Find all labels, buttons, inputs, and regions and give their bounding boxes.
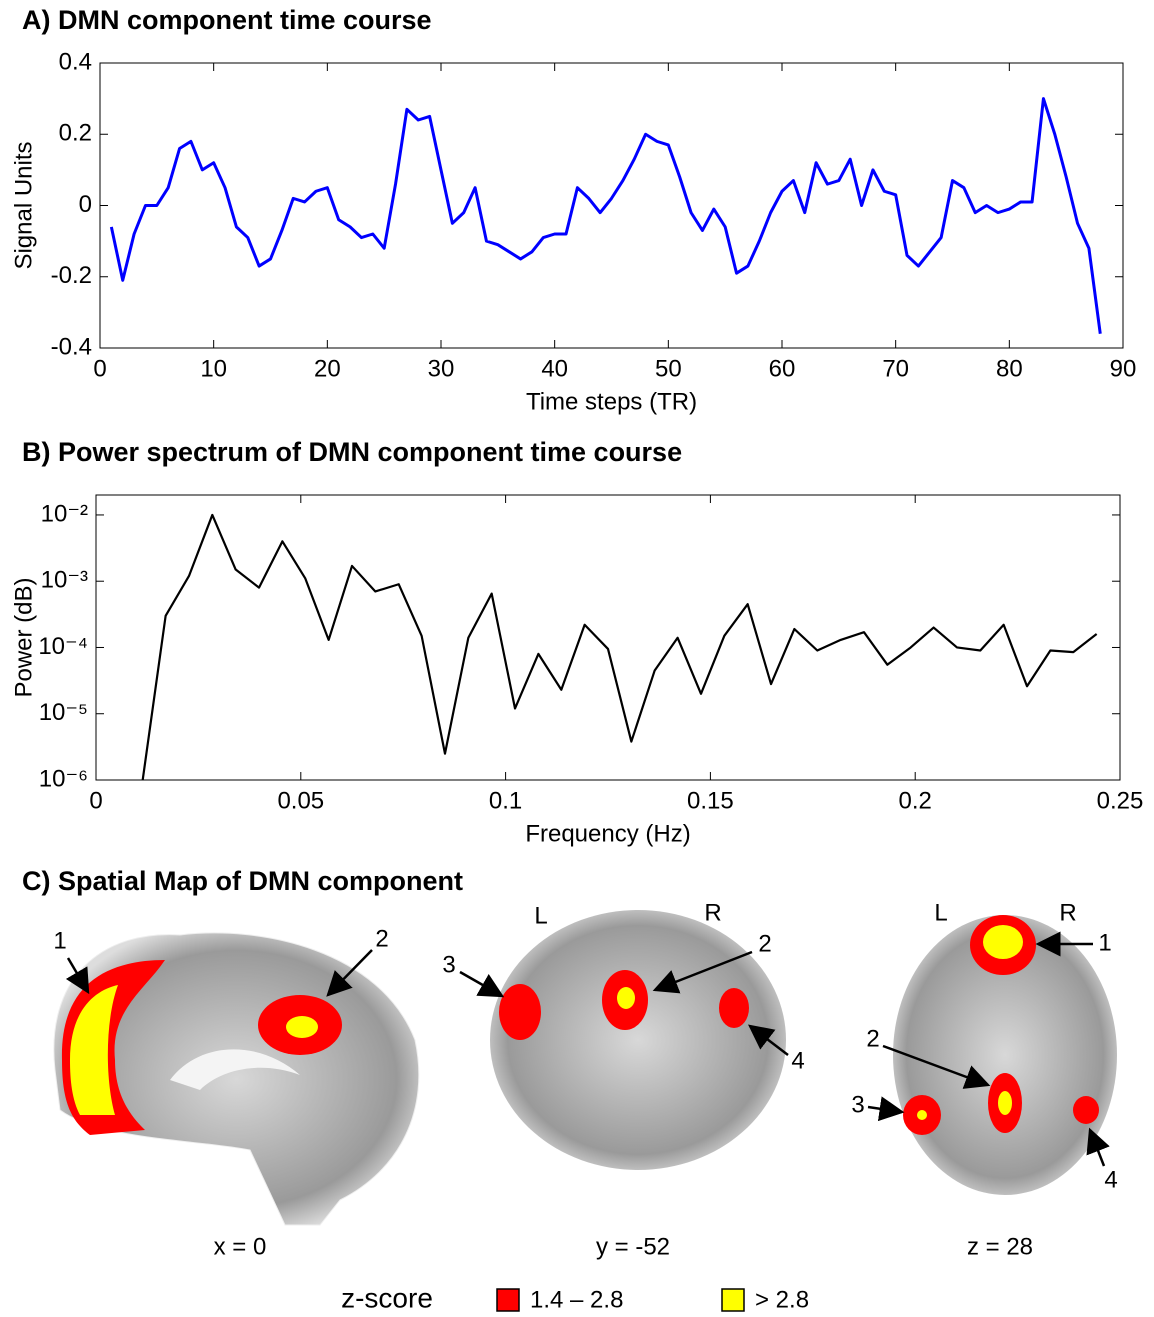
hemisphere-label: L [934,899,947,926]
x-axis-label: Frequency (Hz) [525,820,690,847]
y-tick-label: 0.4 [59,48,92,75]
region-label: 1 [1098,929,1111,956]
arrow [460,972,502,996]
x-tick-label: 20 [314,355,341,382]
y-tick-label: -0.2 [51,262,92,289]
hemisphere-label: R [704,899,721,926]
region-label: 4 [791,1047,804,1074]
region-label: 3 [851,1091,864,1118]
hemisphere-label: R [1059,899,1076,926]
x-tick-label: 0.2 [899,787,932,814]
plot-frame [100,63,1123,348]
x-tick-label: 0.1 [489,787,522,814]
region-label: 4 [1104,1166,1117,1193]
x-tick-label: 30 [428,355,455,382]
y-tick-label: -0.4 [51,333,92,360]
activation-2-peak [286,1016,318,1038]
activation-4 [719,988,749,1028]
x-tick-label: 0.25 [1097,787,1144,814]
chart-title: B) Power spectrum of DMN component time … [22,437,682,467]
y-tick-label: 10⁻⁵ [39,699,88,726]
y-tick-label: 10⁻³ [41,567,88,594]
region-label: 3 [442,951,455,978]
figure: C) Spatial Map of DMN component 1 2 x = … [0,0,1154,1317]
brain-coronal [490,910,786,1170]
y-tick-label: 10⁻² [41,500,88,527]
chart-title: A) DMN component time course [22,5,432,35]
y-axis-label: Signal Units [10,141,37,269]
x-tick-label: 50 [655,355,682,382]
activation-1-peak [983,925,1023,959]
y-tick-label: 10⁻⁴ [38,633,88,660]
y-tick-label: 10⁻⁶ [39,765,88,792]
legend-title: z-score [341,1282,433,1313]
y-tick-label: 0 [79,191,92,218]
slice-coordinate: z = 28 [967,1233,1033,1260]
activation-3-peak [917,1110,927,1120]
x-tick-label: 0.05 [277,787,324,814]
x-tick-label: 40 [541,355,568,382]
hemisphere-label: L [534,902,547,929]
slice-coordinate: x = 0 [214,1233,267,1260]
y-axis-label: Power (dB) [10,577,37,697]
x-tick-label: 0 [93,355,106,382]
activation-2-peak [617,987,635,1009]
region-label: 2 [375,925,388,952]
x-tick-label: 70 [882,355,909,382]
activation-4 [1073,1096,1099,1124]
arrow [1090,1130,1104,1166]
region-label: 2 [866,1025,879,1052]
slice-coordinate: y = -52 [596,1233,670,1260]
x-tick-label: 10 [200,355,227,382]
x-tick-label: 80 [996,355,1023,382]
legend: 1.4 – 2.8 > 2.8 [497,1286,809,1313]
legend-label: 1.4 – 2.8 [530,1286,623,1313]
arrow [868,1107,902,1112]
legend-label: > 2.8 [755,1286,809,1313]
region-label: 1 [53,927,66,954]
x-tick-label: 0.15 [687,787,734,814]
x-tick-label: 0 [89,787,102,814]
activation-3 [499,984,541,1040]
plot-frame [96,495,1120,780]
y-tick-label: 0.2 [59,120,92,147]
panel-c: C) Spatial Map of DMN component 1 2 x = … [22,866,1118,1313]
region-label: 2 [758,930,771,957]
x-tick-label: 60 [769,355,796,382]
panel-title: C) Spatial Map of DMN component [22,866,463,896]
activation-2-peak [998,1091,1012,1115]
x-axis-label: Time steps (TR) [526,388,697,415]
legend-swatch [722,1289,744,1311]
legend-swatch [497,1289,519,1311]
x-tick-label: 90 [1110,355,1137,382]
